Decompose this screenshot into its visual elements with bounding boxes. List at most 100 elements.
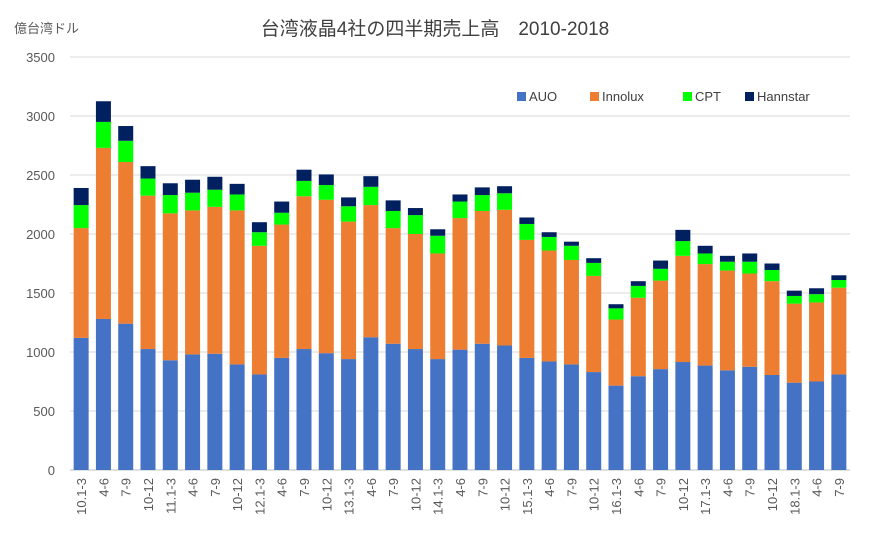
x-tick-label: 10-12	[408, 478, 423, 511]
bar-innolux	[274, 224, 290, 358]
bar-innolux	[185, 210, 201, 355]
x-tick-label: 10-12	[587, 478, 602, 511]
bar-hannstar	[586, 258, 602, 263]
x-tick-label: 4-6	[364, 478, 379, 497]
bar-hannstar	[162, 183, 178, 196]
bar-cpt	[719, 261, 735, 271]
x-tick-label: 7-9	[564, 478, 579, 497]
bar-cpt	[185, 192, 201, 211]
bar-innolux	[675, 255, 691, 363]
bar-cpt	[207, 189, 223, 207]
bar-auo	[809, 381, 825, 470]
x-tick-label: 4-6	[96, 478, 111, 497]
bar-auo	[430, 359, 446, 470]
bar-auo	[73, 337, 89, 470]
bar-auo	[608, 385, 624, 470]
bar-cpt	[563, 245, 579, 260]
bar-cpt	[697, 253, 713, 265]
bar-cpt	[742, 261, 758, 274]
bar-auo	[318, 353, 334, 470]
bar-hannstar	[541, 232, 557, 237]
bar-auo	[541, 361, 557, 470]
bar-auo	[274, 357, 290, 470]
bar-innolux	[452, 218, 468, 350]
x-tick-label: 7-9	[208, 478, 223, 497]
legend-label-cpt: CPT	[695, 89, 721, 104]
bar-auo	[497, 345, 513, 470]
bar-cpt	[274, 212, 290, 225]
bar-innolux	[742, 273, 758, 367]
bar-innolux	[563, 259, 579, 365]
bar-cpt	[251, 232, 267, 246]
y-axis-label: 億台湾ドル	[14, 21, 79, 36]
bar-cpt	[653, 268, 669, 281]
bar-cpt	[764, 269, 780, 282]
bar-hannstar	[73, 187, 89, 206]
bar-cpt	[73, 205, 89, 229]
bar-cpt	[229, 194, 245, 211]
bar-innolux	[430, 253, 446, 360]
x-tick-label: 10-12	[230, 478, 245, 511]
legend-label-innolux: Innolux	[602, 89, 644, 104]
bar-innolux	[586, 275, 602, 373]
bar-innolux	[697, 264, 713, 366]
bar-innolux	[541, 250, 557, 362]
bar-innolux	[407, 234, 423, 350]
bar-innolux	[95, 147, 111, 319]
bar-hannstar	[719, 255, 735, 262]
bar-hannstar	[341, 197, 357, 207]
bar-cpt	[497, 193, 513, 210]
x-tick-label: 4-6	[542, 478, 557, 497]
bar-cpt	[586, 262, 602, 276]
bar-cpt	[608, 308, 624, 320]
legend-label-auo: AUO	[529, 89, 557, 104]
bar-cpt	[675, 241, 691, 256]
bar-innolux	[831, 287, 847, 375]
bar-auo	[653, 369, 669, 470]
x-tick-label: 7-9	[386, 478, 401, 497]
bar-innolux	[497, 209, 513, 346]
bar-cpt	[831, 280, 847, 288]
y-tick-label: 500	[33, 404, 55, 419]
bar-innolux	[363, 205, 379, 338]
x-tick-label: 15.1-3	[520, 478, 535, 515]
y-tick-label: 3500	[26, 50, 55, 65]
y-tick-label: 1000	[26, 345, 55, 360]
x-tick-label: 7-9	[119, 478, 134, 497]
bar-hannstar	[229, 183, 245, 195]
bar-cpt	[786, 295, 802, 304]
x-tick-label: 4-6	[810, 478, 825, 497]
bar-innolux	[519, 239, 535, 358]
bar-hannstar	[274, 201, 290, 213]
x-tick-label: 4-6	[453, 478, 468, 497]
bar-innolux	[296, 196, 312, 350]
bar-auo	[563, 364, 579, 470]
bar-auo	[95, 318, 111, 470]
bar-innolux	[385, 228, 401, 344]
x-tick-label: 13.1-3	[342, 478, 357, 515]
bar-auo	[229, 364, 245, 470]
bar-innolux	[229, 210, 245, 365]
legend-swatch-hannstar	[745, 92, 754, 101]
bar-hannstar	[630, 281, 646, 286]
y-tick-label: 2500	[26, 168, 55, 183]
x-tick-label: 4-6	[720, 478, 735, 497]
bar-innolux	[764, 281, 780, 376]
bar-cpt	[452, 201, 468, 219]
legend-swatch-innolux	[590, 92, 599, 101]
bar-hannstar	[251, 222, 267, 233]
legend-swatch-cpt	[683, 92, 692, 101]
chart-title: 台湾液晶4社の四半期売上高 2010-2018	[261, 18, 609, 40]
bar-hannstar	[140, 166, 156, 179]
x-tick-label: 18.1-3	[787, 478, 802, 515]
bar-auo	[697, 365, 713, 470]
bar-auo	[363, 337, 379, 470]
bar-auo	[474, 343, 490, 470]
bar-auo	[630, 376, 646, 470]
x-tick-label: 10-12	[676, 478, 691, 511]
bar-hannstar	[363, 176, 379, 187]
bar-hannstar	[675, 229, 691, 242]
bar-hannstar	[519, 217, 535, 224]
x-tick-label: 10-12	[498, 478, 513, 511]
